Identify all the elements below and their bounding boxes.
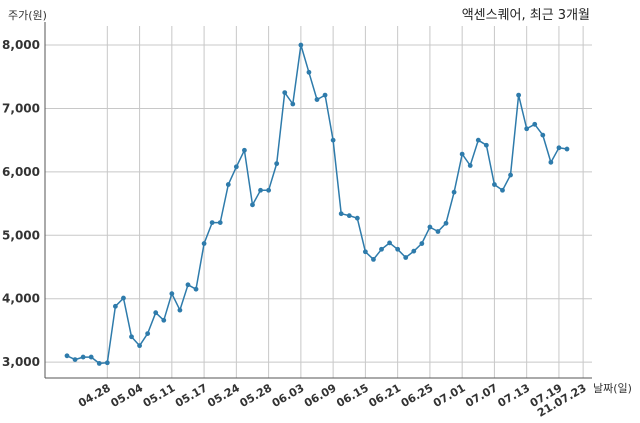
data-point (185, 282, 191, 288)
data-point (379, 246, 384, 252)
data-point (371, 256, 376, 262)
y-axis-label: 주가(원) (8, 9, 47, 22)
data-point (129, 334, 134, 340)
data-point (435, 229, 441, 234)
data-point (508, 172, 513, 178)
data-point (354, 215, 360, 221)
grid-layer (45, 26, 592, 378)
y-tick-label: 7,000 (2, 101, 40, 115)
data-point (258, 187, 263, 193)
data-point (121, 295, 126, 301)
data-point (96, 361, 102, 366)
data-point (395, 246, 401, 252)
data-point (322, 92, 328, 98)
x-tick-label: 06.15 (334, 381, 371, 410)
data-point (209, 220, 215, 226)
data-point (548, 159, 554, 165)
x-tick-label: 05.11 (141, 381, 178, 410)
data-point (314, 97, 320, 102)
data-point (306, 69, 312, 75)
data-point (564, 146, 570, 152)
x-axis-label: 날짜(일) (593, 381, 632, 395)
x-tick-label: 07.13 (496, 381, 533, 410)
x-tick-label: 04.28 (76, 381, 113, 410)
data-point (298, 42, 304, 48)
x-tick-label: 06.25 (399, 381, 436, 410)
data-point (516, 92, 522, 98)
x-tick-label: 07.07 (463, 381, 500, 410)
x-tick-label: 06.21 (367, 381, 404, 410)
data-point (338, 211, 344, 217)
data-point (274, 161, 280, 167)
series-line (66, 44, 568, 365)
data-point (500, 187, 505, 193)
data-point (104, 360, 110, 366)
data-point (387, 240, 392, 246)
x-tick-label: 07.01 (431, 381, 468, 410)
data-point (451, 189, 457, 195)
data-point (362, 249, 368, 255)
data-point (459, 151, 465, 157)
data-point (233, 164, 239, 170)
data-point (346, 213, 352, 219)
data-point (112, 303, 118, 309)
data-point (225, 182, 231, 187)
data-point (467, 163, 473, 168)
data-point (169, 291, 175, 297)
data-point (290, 101, 296, 107)
x-tick-label: 05.04 (108, 381, 145, 410)
data-point (556, 145, 562, 151)
data-point (217, 220, 223, 226)
data-point (145, 331, 151, 337)
y-tick-label: 3,000 (2, 355, 40, 369)
data-point (161, 317, 167, 323)
data-point (492, 182, 497, 187)
y-tick-label: 6,000 (2, 165, 40, 179)
data-point (137, 343, 142, 349)
data-point (330, 137, 336, 143)
data-point (88, 354, 94, 360)
x-tick-label: 06.09 (302, 381, 339, 410)
data-point (282, 90, 288, 95)
data-point (443, 220, 449, 226)
data-point (72, 357, 78, 363)
data-point (403, 255, 409, 260)
y-tick-label: 4,000 (2, 292, 40, 306)
line-layer (66, 44, 568, 365)
label-layer: 주가(원) 액센스퀘어, 최근 3개월 날짜(일) 3,000 4,000 5,00… (2, 8, 632, 420)
point-layer (64, 42, 570, 366)
data-point (475, 137, 481, 143)
data-point (193, 286, 199, 292)
data-point (419, 241, 425, 246)
data-point (427, 224, 433, 230)
data-point (532, 121, 538, 127)
data-point (540, 132, 546, 138)
data-point (201, 241, 207, 246)
data-point (80, 354, 86, 360)
data-point (524, 126, 530, 132)
data-point (177, 307, 183, 313)
data-point (483, 142, 489, 148)
x-tick-label: 05.24 (205, 381, 242, 410)
data-point (250, 202, 255, 208)
y-tick-label: 8,000 (2, 38, 40, 52)
x-tick-label: 06.03 (270, 381, 307, 410)
x-tick-label: 05.28 (237, 381, 274, 410)
data-point (266, 187, 272, 193)
data-point (242, 147, 247, 153)
chart-title: 액센스퀘어, 최근 3개월 (462, 8, 590, 23)
data-point (153, 310, 159, 316)
data-point (64, 353, 70, 359)
data-point (411, 248, 417, 254)
y-tick-label: 5,000 (2, 228, 40, 242)
x-tick-label: 05.17 (173, 381, 210, 410)
axis-layer (44, 22, 592, 379)
